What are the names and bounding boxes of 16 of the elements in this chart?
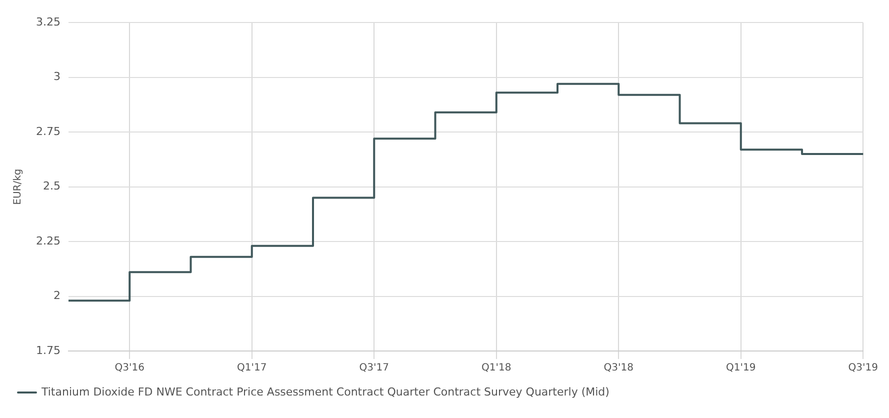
y-tick-label: 3.25 [36, 15, 60, 28]
y-tick-label: 2.25 [36, 234, 60, 248]
x-tick-label: Q3'18 [604, 362, 634, 374]
x-tick-label: Q3'19 [848, 362, 878, 374]
x-tick-label: Q3'16 [114, 362, 144, 374]
y-tick-label: 2.5 [42, 180, 60, 193]
y-tick-label: 1.75 [36, 344, 60, 357]
y-tick-label: 2.75 [36, 124, 60, 138]
x-tick-label: Q3'17 [359, 362, 389, 374]
y-axis-title: EUR/kg [12, 168, 24, 205]
y-tick-label: 3 [53, 70, 60, 84]
y-tick-label: 2 [53, 289, 60, 302]
legend-label: Titanium Dioxide FD NWE Contract Price Assessment Contract Quarter Contract Survey Quarterly (Mid) [40, 385, 610, 398]
x-tick-label: Q1'18 [482, 362, 512, 374]
x-tick-label: Q1'19 [726, 362, 756, 374]
x-tick-label: Q1'17 [237, 362, 267, 374]
